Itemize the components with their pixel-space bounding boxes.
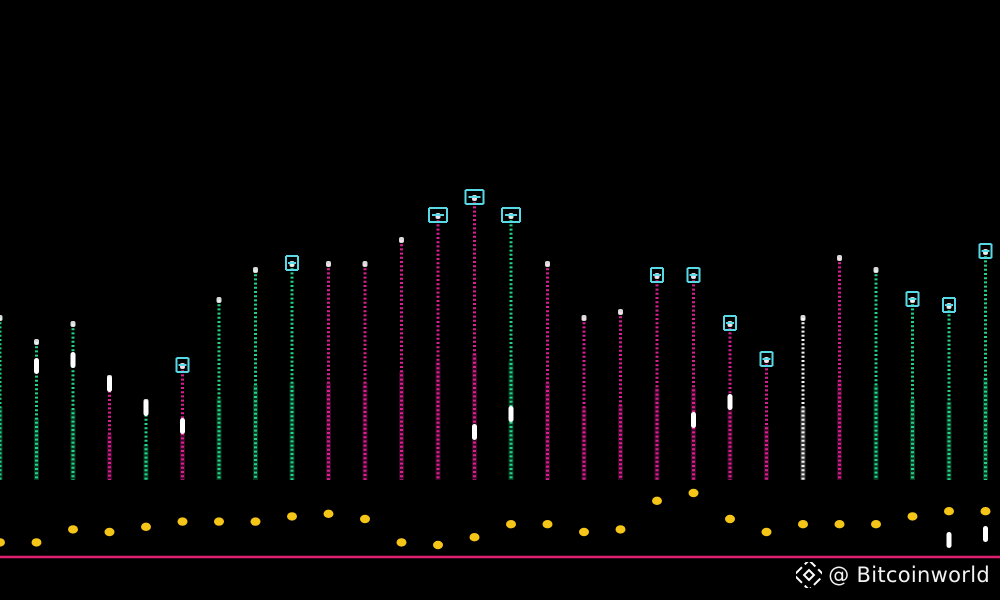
dot-25 — [871, 520, 881, 529]
bracket-icon — [501, 207, 521, 223]
dot-14 — [469, 533, 480, 542]
column-cap — [326, 261, 331, 267]
column-cap — [34, 339, 39, 345]
column-cap — [873, 267, 879, 273]
dot-7 — [214, 517, 224, 526]
column-3 — [70, 321, 76, 480]
dot-5 — [141, 522, 151, 531]
dot-13 — [433, 540, 443, 550]
bracket-icon — [650, 267, 664, 283]
column-23 — [800, 315, 806, 480]
column-8 — [253, 267, 258, 480]
column-marker — [691, 412, 696, 428]
bracket-icon — [942, 297, 956, 313]
column-1 — [0, 315, 3, 480]
column-20 — [686, 267, 701, 480]
column-cap — [545, 261, 550, 267]
column-2 — [34, 339, 39, 480]
dots-layer — [0, 488, 991, 550]
column-cap — [800, 315, 806, 321]
column-cap — [0, 315, 3, 321]
column-18 — [618, 309, 623, 480]
column-10 — [326, 261, 331, 480]
column-cap — [253, 267, 258, 273]
dot-17 — [579, 527, 589, 537]
column-19 — [650, 267, 664, 480]
column-marker — [180, 418, 185, 434]
bracket-icon — [759, 351, 774, 367]
bracket-icon — [686, 267, 701, 283]
bracket-icon — [175, 357, 190, 373]
column-marker — [508, 406, 514, 422]
dot-26 — [907, 512, 918, 521]
column-marker — [107, 376, 112, 392]
column-marker — [946, 532, 952, 548]
column-12 — [399, 237, 404, 480]
bracket-icon — [285, 255, 299, 271]
column-5 — [143, 399, 149, 480]
watermark: @ Bitcoinworld — [796, 562, 990, 588]
dot-15 — [506, 520, 516, 529]
column-cap — [362, 261, 368, 267]
columns-layer — [0, 189, 993, 548]
watermark-text: @ Bitcoinworld — [828, 563, 990, 587]
dot-27 — [944, 507, 954, 516]
dot-4 — [104, 527, 115, 537]
column-16 — [545, 261, 550, 480]
column-cap — [837, 255, 842, 261]
bracket-icon — [723, 315, 737, 331]
column-cap — [70, 321, 76, 327]
column-14 — [464, 189, 485, 480]
column-cap — [618, 309, 623, 315]
dot-11 — [360, 514, 370, 524]
dot-8 — [250, 517, 261, 526]
column-22 — [759, 351, 774, 480]
column-cap — [216, 297, 222, 303]
dot-19 — [652, 496, 662, 505]
column-25 — [873, 267, 879, 480]
column-marker — [983, 526, 988, 542]
column-marker — [143, 400, 149, 416]
column-marker — [472, 424, 477, 440]
dot-24 — [834, 520, 845, 529]
column-marker — [34, 358, 39, 374]
column-cap — [581, 315, 587, 321]
column-7 — [216, 297, 222, 480]
bracket-icon — [428, 207, 448, 223]
column-6 — [175, 357, 190, 480]
dot-9 — [287, 512, 297, 521]
column-13 — [428, 207, 448, 480]
column-marker — [727, 394, 733, 410]
dot-22 — [761, 527, 772, 537]
bracket-icon — [464, 189, 485, 205]
column-11 — [362, 261, 368, 480]
column-28 — [978, 243, 993, 542]
dot-23 — [798, 520, 808, 529]
dot-10 — [323, 509, 334, 518]
column-4 — [107, 375, 112, 480]
dot-20 — [688, 488, 699, 498]
dot-2 — [31, 538, 42, 547]
binance-diamond-logo — [796, 562, 823, 588]
dot-1 — [0, 538, 5, 547]
column-24 — [837, 255, 842, 480]
column-marker — [70, 352, 76, 368]
dot-6 — [177, 517, 188, 526]
bracket-icon — [905, 291, 920, 307]
bracket-icon — [978, 243, 993, 259]
column-17 — [581, 315, 587, 480]
dot-28 — [980, 507, 991, 516]
column-cap — [399, 237, 404, 243]
column-21 — [723, 315, 737, 480]
dot-18 — [615, 525, 626, 534]
dot-16 — [542, 520, 553, 529]
column-9 — [285, 255, 299, 480]
dot-21 — [725, 514, 735, 524]
dot-12 — [396, 538, 407, 547]
column-26 — [905, 291, 920, 480]
dot-3 — [68, 525, 78, 534]
column-27 — [942, 297, 956, 548]
column-15 — [501, 207, 521, 480]
